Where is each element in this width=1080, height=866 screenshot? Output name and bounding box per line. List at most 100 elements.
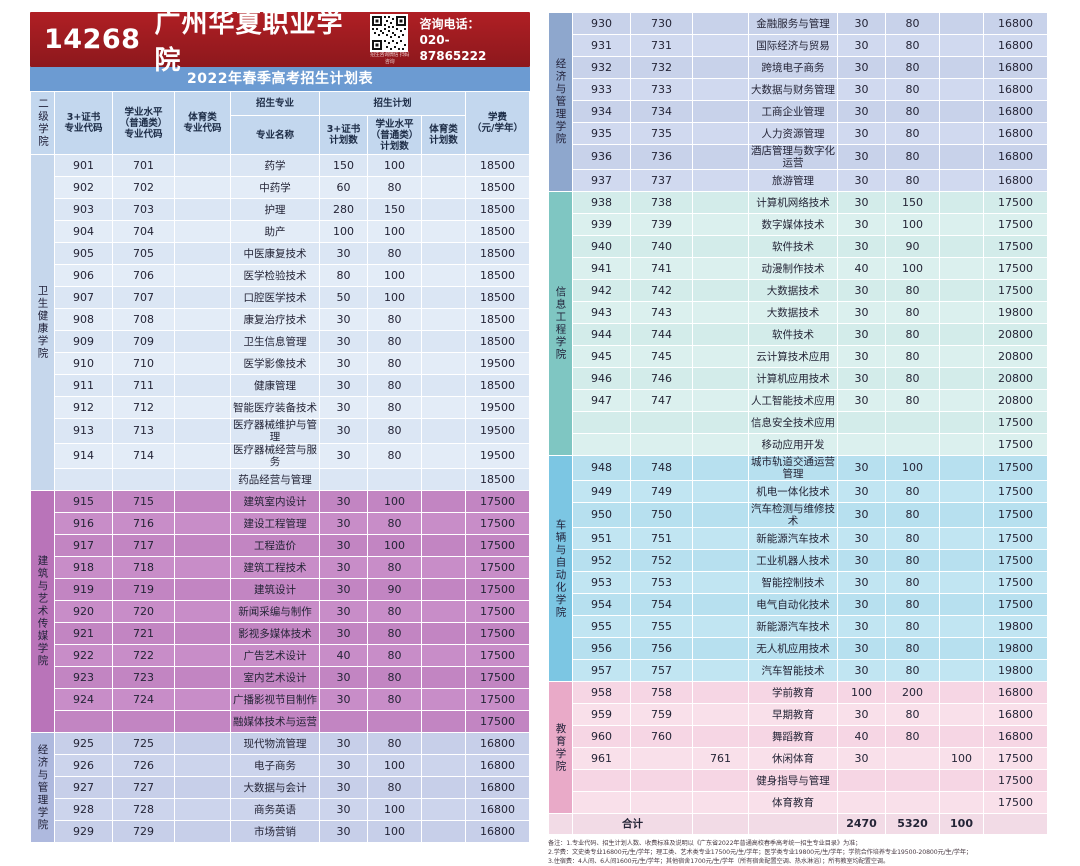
tuition-fee: 16800	[983, 12, 1048, 35]
plan-academic: 80	[885, 12, 940, 35]
major-code-certificate: 952	[572, 549, 631, 572]
qr-code-icon[interactable]	[369, 13, 408, 52]
major-name: 中药学	[230, 176, 320, 199]
table-row: 926 726 电子商务 30 100 16800	[31, 754, 530, 777]
major-code-academic: 744	[630, 323, 693, 346]
major-name: 电气自动化技术	[748, 593, 838, 616]
table-row: 954 754 电气自动化技术 30 80 17500	[549, 593, 1048, 616]
major-name: 现代物流管理	[230, 732, 320, 755]
major-code-sports	[174, 418, 231, 444]
plan-sports	[420, 732, 467, 755]
plan-certificate: 30	[318, 534, 368, 557]
major-code-academic: 704	[112, 220, 175, 243]
total-label: 合计	[572, 813, 693, 835]
tuition-fee: 17500	[983, 191, 1048, 214]
tuition-fee: 18500	[465, 220, 530, 243]
group-body-art: 建筑与艺术传媒学院 915 715 建筑室内设计 30 100 17500 916 716 建设工…	[30, 490, 530, 733]
plan-academic: 80	[885, 637, 940, 660]
plan-sports	[939, 389, 984, 412]
plan-sports	[939, 571, 984, 594]
major-code-sports	[692, 213, 749, 236]
plan-certificate: 30	[837, 703, 886, 726]
major-name: 商务英语	[230, 798, 320, 821]
table-row: 943 743 大数据技术 30 80 19800	[549, 301, 1048, 324]
table-row: 919 719 建筑设计 30 90 17500	[31, 578, 530, 601]
major-code-academic: 758	[630, 681, 693, 704]
tuition-fee: 17500	[465, 666, 530, 689]
major-code-sports	[174, 534, 231, 557]
plan-certificate: 30	[318, 622, 368, 645]
major-code-academic: 734	[630, 100, 693, 123]
table-row: 911 711 健康管理 30 80 18500	[31, 374, 530, 397]
major-name: 人工智能技术应用	[748, 389, 838, 412]
plan-certificate: 30	[837, 56, 886, 79]
major-code-sports	[692, 480, 749, 503]
banner-contact: 招生咨询微信 扫码咨询 咨询电话： 020-87865222	[369, 13, 530, 66]
plan-academic: 80	[366, 732, 422, 755]
major-code-sports	[174, 264, 231, 287]
tuition-fee: 17500	[983, 411, 1048, 434]
major-code-sports	[692, 100, 749, 123]
table-row: 918 718 建筑工程技术 30 80 17500	[31, 556, 530, 579]
plan-sports	[420, 264, 467, 287]
major-name: 机电一体化技术	[748, 480, 838, 503]
plan-certificate: 30	[318, 820, 368, 843]
school-code: 14268	[44, 24, 141, 55]
plan-certificate: 30	[318, 732, 368, 755]
major-code-certificate: 927	[54, 776, 113, 799]
major-code-sports	[174, 242, 231, 265]
plan-academic: 100	[366, 286, 422, 309]
major-code-sports	[692, 345, 749, 368]
major-code-certificate: 931	[572, 34, 631, 57]
major-name: 建筑工程技术	[230, 556, 320, 579]
major-code-academic: 745	[630, 345, 693, 368]
plan-sports	[939, 615, 984, 638]
table-row: 953 753 智能控制技术 30 80 17500	[549, 571, 1048, 594]
major-name: 工商企业管理	[748, 100, 838, 123]
plan-certificate: 40	[318, 644, 368, 667]
tuition-fee: 16800	[465, 776, 530, 799]
tuition-fee: 16800	[983, 100, 1048, 123]
school-banner: 14268 广州华夏职业学院	[30, 9, 530, 76]
plan-academic: 100	[366, 264, 422, 287]
tuition-fee: 17500	[983, 549, 1048, 572]
table-row: 952 752 工业机器人技术 30 80 17500	[549, 549, 1048, 572]
plan-sports	[939, 169, 984, 192]
major-code-certificate: 951	[572, 527, 631, 550]
major-code-academic	[112, 468, 175, 491]
major-name: 医学检验技术	[230, 264, 320, 287]
table-row: 车辆与自动化学院 948 748 城市轨道交通运营管理 30 100 17500	[548, 455, 1048, 682]
plan-certificate: 100	[837, 681, 886, 704]
plan-academic: 80	[366, 776, 422, 799]
major-code-certificate: 916	[54, 512, 113, 535]
plan-sports	[939, 527, 984, 550]
table-row: 914 714 医疗器械经营与服务 30 80 19500	[31, 443, 530, 469]
plan-sports	[939, 257, 984, 280]
tuition-fee: 19800	[983, 637, 1048, 660]
qr-code-block[interactable]: 招生咨询微信 扫码咨询	[369, 13, 410, 66]
major-code-sports	[174, 154, 231, 177]
table-row: 904 704 助产 100 100 18500	[31, 220, 530, 243]
table-row: 951 751 新能源汽车技术 30 80 17500	[549, 527, 1048, 550]
plan-sports	[939, 725, 984, 748]
table-row: 916 716 建设工程管理 30 80 17500	[31, 512, 530, 535]
major-code-sports	[692, 703, 749, 726]
plan-sports	[939, 235, 984, 258]
tuition-fee: 17500	[983, 279, 1048, 302]
plan-academic: 80	[366, 308, 422, 331]
major-code-academic	[630, 433, 693, 456]
plan-certificate: 30	[837, 637, 886, 660]
table-row: 体育教育 17500	[549, 791, 1048, 814]
major-code-certificate: 957	[572, 659, 631, 682]
major-code-sports: 761	[692, 747, 749, 770]
plan-certificate: 30	[318, 330, 368, 353]
tuition-fee: 18500	[465, 468, 530, 491]
major-name: 酒店管理与数字化运营	[748, 144, 838, 170]
table-row: 927 727 大数据与会计 30 80 16800	[31, 776, 530, 799]
table-row: 经济与管理学院 930 730 金融服务与管理 30 80 16800	[548, 12, 1048, 192]
major-code-sports	[692, 455, 749, 481]
major-code-academic: 706	[112, 264, 175, 287]
plan-academic: 80	[885, 56, 940, 79]
major-code-sports	[174, 396, 231, 419]
plan-sports: 100	[939, 747, 984, 770]
